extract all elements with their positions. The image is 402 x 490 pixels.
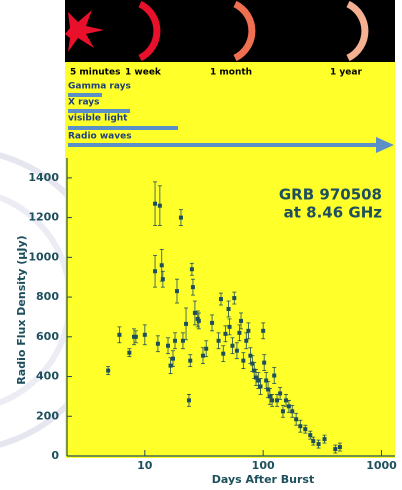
data-point bbox=[204, 347, 208, 351]
x-axis-label: Days After Burst bbox=[212, 473, 314, 486]
band-bar bbox=[68, 93, 102, 97]
data-point bbox=[217, 339, 221, 343]
data-point bbox=[227, 307, 231, 311]
data-point bbox=[317, 442, 321, 446]
data-point bbox=[187, 398, 191, 402]
data-point bbox=[266, 387, 270, 391]
data-point bbox=[221, 352, 225, 356]
data-point bbox=[117, 333, 121, 337]
data-point bbox=[175, 289, 179, 293]
data-point bbox=[323, 437, 327, 441]
sky-panel bbox=[65, 0, 395, 62]
data-point bbox=[256, 379, 260, 383]
y-tick-label: 1000 bbox=[28, 250, 59, 263]
data-point bbox=[261, 329, 265, 333]
annotation: at 8.46 GHz bbox=[284, 204, 383, 222]
data-point bbox=[259, 384, 263, 388]
data-point bbox=[153, 202, 157, 206]
data-point bbox=[127, 351, 131, 355]
data-point bbox=[156, 342, 160, 346]
y-tick-label: 200 bbox=[36, 409, 59, 422]
data-point bbox=[191, 285, 195, 289]
data-point bbox=[244, 339, 248, 343]
data-point bbox=[239, 319, 243, 323]
y-tick-label: 800 bbox=[36, 290, 59, 303]
data-point bbox=[308, 433, 312, 437]
data-point bbox=[106, 369, 110, 373]
band-label: visible light bbox=[68, 114, 128, 124]
timeline-label: 1 month bbox=[210, 68, 252, 78]
data-point bbox=[153, 269, 157, 273]
data-point bbox=[237, 331, 241, 335]
band-bar bbox=[68, 126, 178, 130]
data-point bbox=[171, 357, 175, 361]
data-point bbox=[219, 297, 223, 301]
y-tick-label: 600 bbox=[36, 330, 59, 343]
x-tick-label: 10 bbox=[137, 459, 153, 472]
data-point bbox=[188, 359, 192, 363]
data-point bbox=[179, 216, 183, 220]
data-point bbox=[311, 439, 315, 443]
data-point bbox=[270, 398, 274, 402]
data-point bbox=[193, 311, 197, 315]
data-point bbox=[161, 277, 165, 281]
y-tick-label: 1400 bbox=[28, 171, 59, 184]
data-point bbox=[275, 398, 279, 402]
data-point bbox=[166, 344, 170, 348]
data-point bbox=[160, 263, 164, 267]
x-tick-label: 100 bbox=[252, 459, 275, 472]
data-point bbox=[184, 322, 188, 326]
data-point bbox=[173, 339, 177, 343]
y-tick-label: 400 bbox=[36, 370, 59, 383]
data-point bbox=[250, 362, 254, 366]
data-point bbox=[169, 364, 173, 368]
data-point bbox=[197, 319, 201, 323]
data-point bbox=[201, 354, 205, 358]
data-point bbox=[134, 335, 138, 339]
timeline-label: 1 year bbox=[330, 68, 362, 78]
page: 5 minutes 1 week 1 month 1 year Gamma ra… bbox=[0, 0, 402, 490]
band-label: X rays bbox=[68, 98, 100, 108]
x-tick-label: 1000 bbox=[366, 459, 397, 472]
data-point bbox=[264, 379, 268, 383]
band-bar bbox=[68, 143, 378, 147]
data-point bbox=[333, 447, 337, 451]
data-point bbox=[281, 409, 285, 413]
y-tick-label: 1200 bbox=[28, 211, 59, 224]
data-point bbox=[210, 321, 214, 325]
data-point bbox=[230, 344, 234, 348]
data-point bbox=[232, 296, 236, 300]
data-point bbox=[246, 329, 250, 333]
data-point bbox=[241, 359, 245, 363]
band-label: Gamma rays bbox=[68, 82, 131, 92]
data-point bbox=[338, 445, 342, 449]
data-point bbox=[272, 374, 276, 378]
data-point bbox=[158, 204, 162, 208]
annotation: GRB 970508 bbox=[279, 186, 382, 204]
band-label: Radio waves bbox=[68, 132, 132, 142]
band-bar bbox=[68, 109, 130, 113]
data-point bbox=[262, 361, 266, 365]
y-axis-label: Radio Flux Density (μJy) bbox=[15, 235, 28, 384]
data-point bbox=[278, 391, 282, 395]
data-point bbox=[223, 332, 227, 336]
data-point bbox=[228, 325, 232, 329]
data-point bbox=[190, 267, 194, 271]
y-tick-label: 0 bbox=[51, 449, 59, 462]
data-point bbox=[235, 349, 239, 353]
data-point bbox=[252, 369, 256, 373]
data-point bbox=[290, 409, 294, 413]
timeline-label: 1 week bbox=[125, 68, 162, 78]
data-point bbox=[303, 427, 307, 431]
data-point bbox=[268, 394, 272, 398]
data-point bbox=[287, 404, 291, 408]
timeline-label: 5 minutes bbox=[70, 68, 120, 78]
data-point bbox=[294, 417, 298, 421]
data-point bbox=[143, 333, 147, 337]
data-point bbox=[181, 339, 185, 343]
data-point bbox=[298, 424, 302, 428]
